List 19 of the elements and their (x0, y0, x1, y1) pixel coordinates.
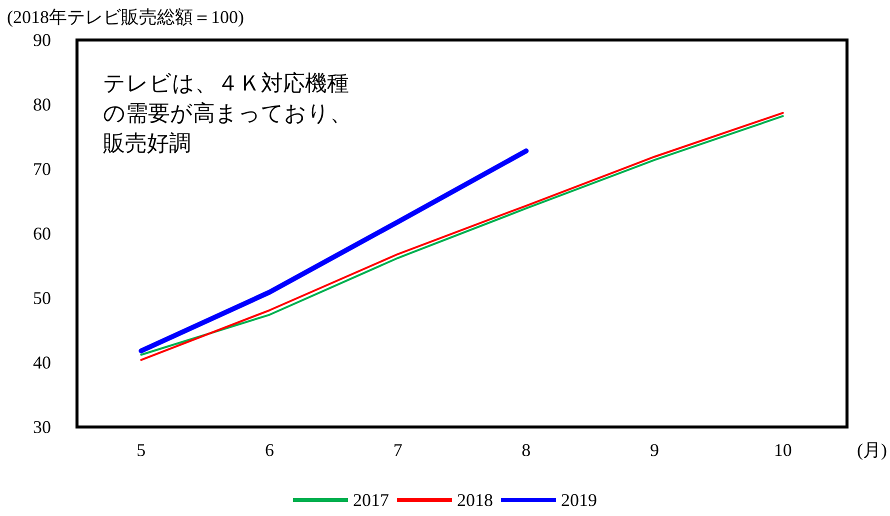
legend-label: 2019 (561, 490, 597, 510)
x-tick-label: 8 (522, 440, 531, 460)
y-tick-label: 60 (33, 224, 51, 244)
y-tick-label: 40 (33, 352, 51, 372)
x-tick-label: 5 (136, 440, 146, 460)
y-tick-label: 90 (33, 30, 51, 50)
annotation: テレビは、４Ｋ対応機種の需要が高まっており、販売好調 (103, 70, 352, 156)
x-tick-label: 6 (265, 440, 274, 460)
y-tick-label: 70 (33, 159, 51, 179)
y-tick-label: 80 (33, 94, 51, 114)
legend-label: 2018 (457, 490, 493, 510)
y-axis-title: (2018年テレビ販売総額＝100) (7, 7, 244, 27)
x-tick-label: 7 (393, 440, 402, 460)
legend-label: 2017 (353, 490, 389, 510)
y-tick-label: 50 (33, 288, 51, 308)
x-tick-label: 9 (650, 440, 660, 460)
x-axis-title: (月) (857, 440, 888, 460)
x-tick-label: 10 (774, 440, 792, 460)
y-tick-label: 30 (33, 417, 51, 437)
